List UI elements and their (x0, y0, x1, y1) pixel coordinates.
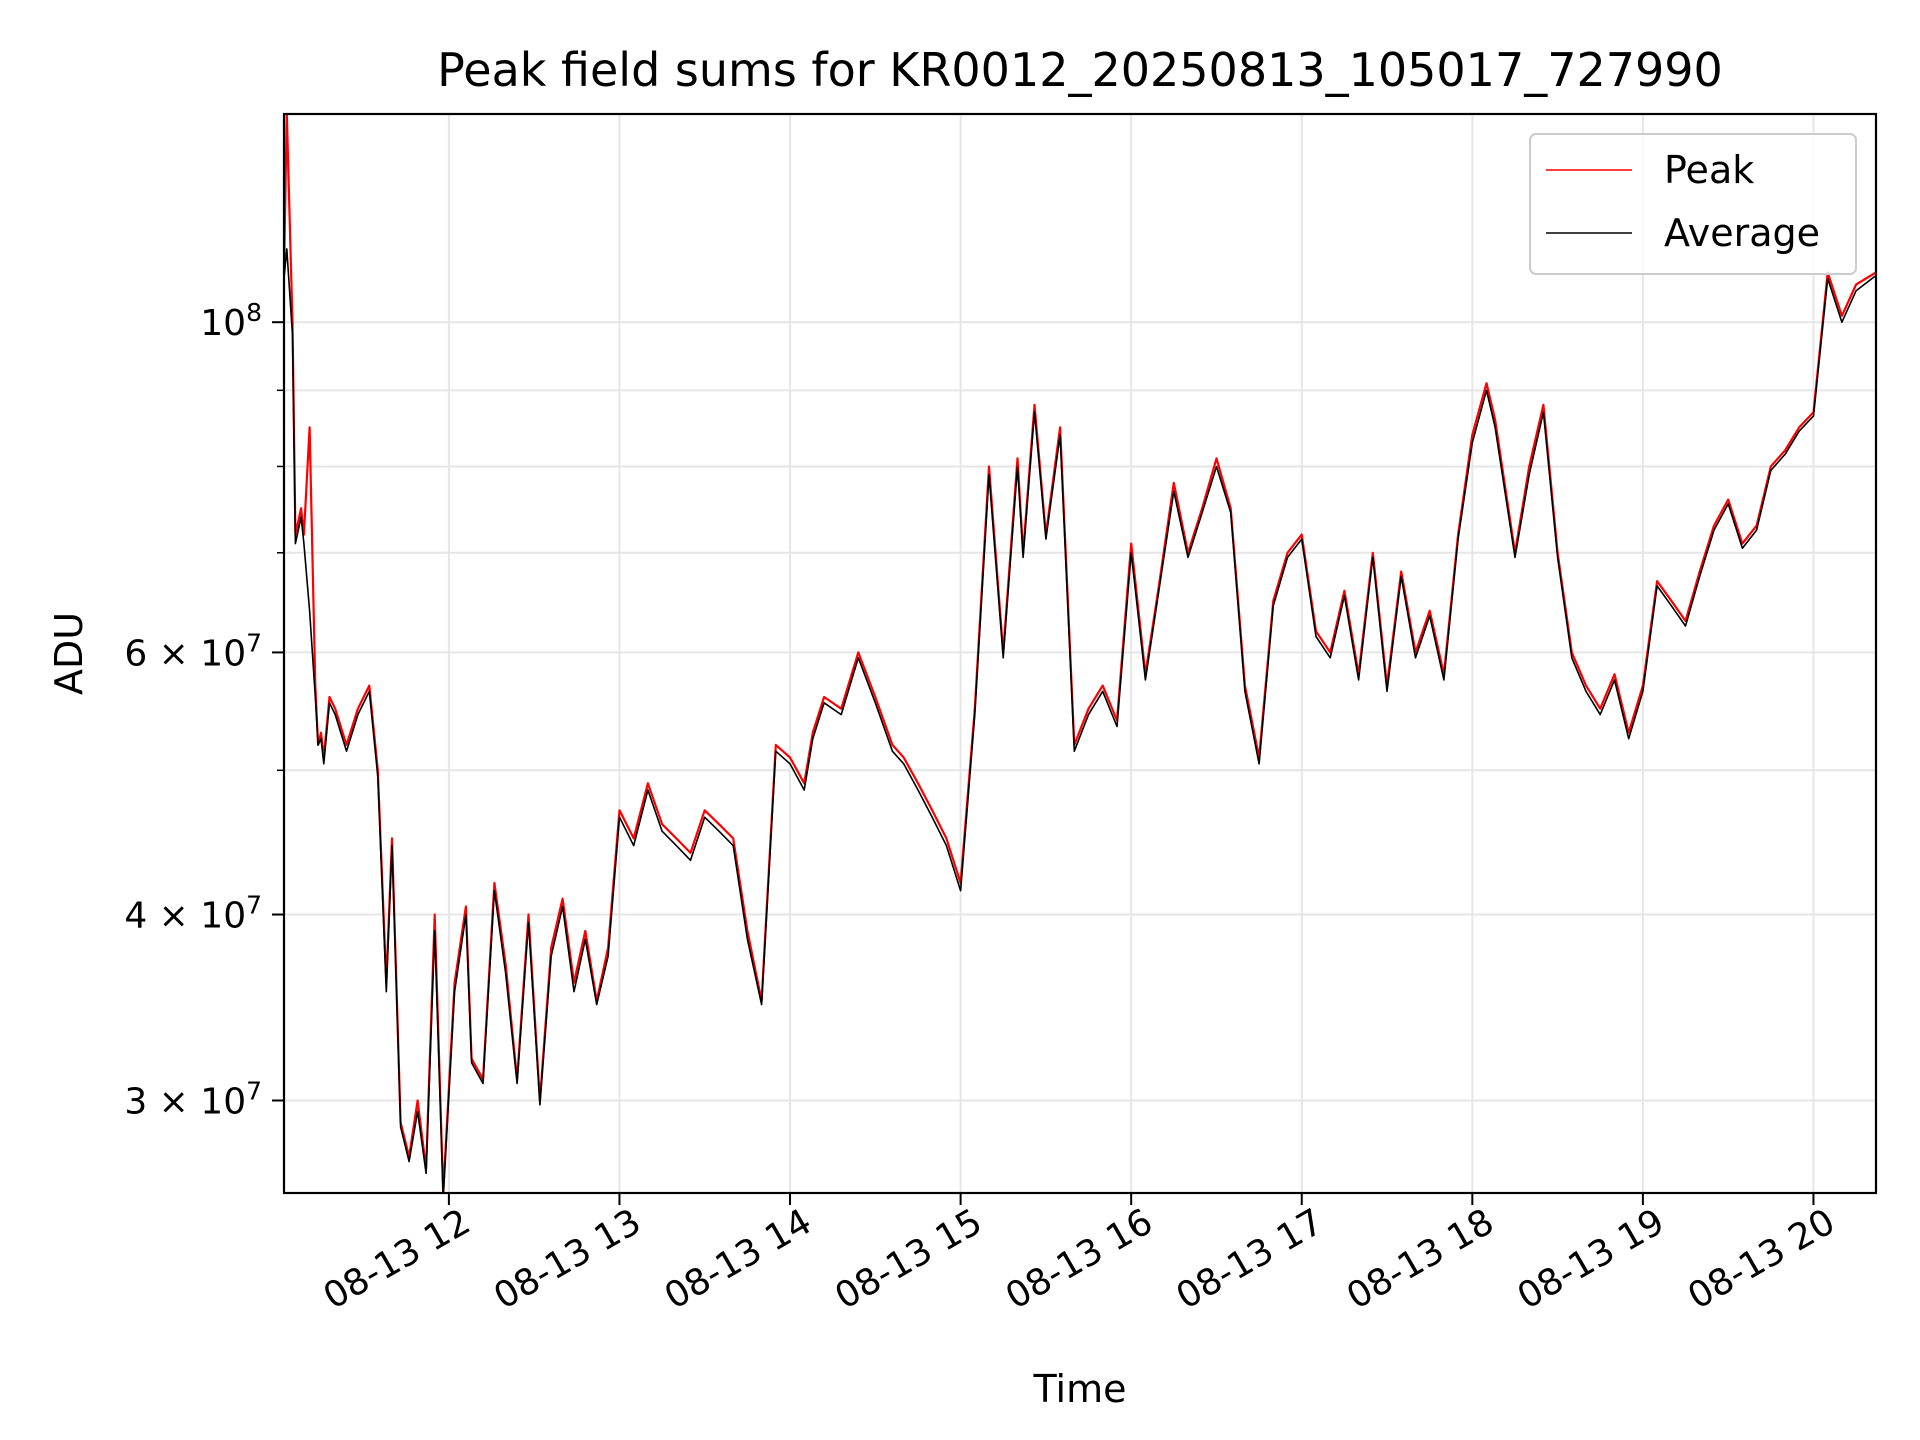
y-tick-label: 4 × 107 (124, 891, 262, 937)
y-axis-label: ADU (47, 612, 91, 695)
y-tick-label: 3 × 107 (124, 1076, 262, 1122)
series-layer (284, 114, 1876, 1193)
y-tick-label: 6 × 107 (124, 628, 262, 674)
legend-label-peak: Peak (1664, 148, 1754, 192)
y-axis: 108 6 × 107 4 × 107 3 × 107 (124, 298, 284, 1122)
x-axis-label: Time (1033, 1367, 1127, 1411)
y-tick-label: 108 (200, 298, 262, 344)
grid (284, 114, 1876, 1193)
legend-label-average: Average (1664, 211, 1820, 255)
legend-box (1529, 133, 1857, 275)
plot-frame (282, 112, 1878, 1195)
series-line-average (284, 248, 1876, 1193)
chart-title: Peak field sums for KR0012_20250813_1050… (437, 43, 1723, 97)
legend: Peak Average (1529, 133, 1857, 275)
